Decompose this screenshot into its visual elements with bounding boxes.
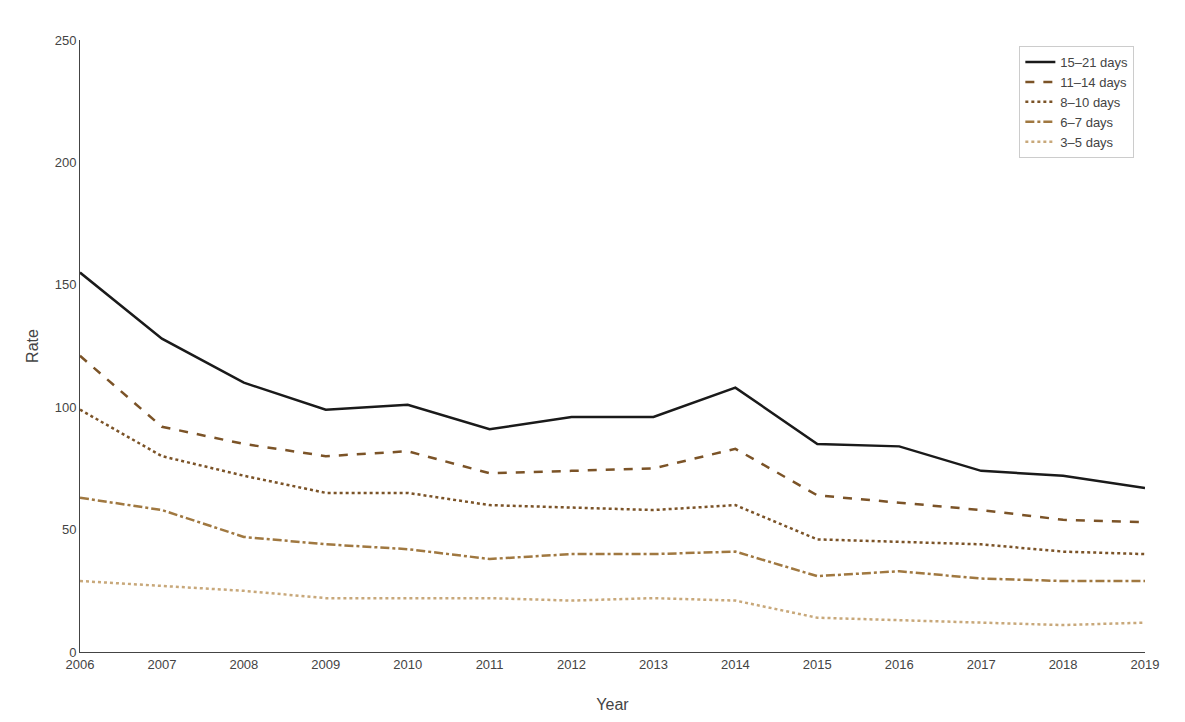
svg-text:8–10 days: 8–10 days bbox=[1060, 95, 1120, 110]
svg-text:2008: 2008 bbox=[229, 657, 258, 672]
svg-text:Year: Year bbox=[596, 696, 629, 713]
svg-text:2013: 2013 bbox=[639, 657, 668, 672]
svg-text:0: 0 bbox=[69, 645, 76, 660]
svg-text:2018: 2018 bbox=[1049, 657, 1078, 672]
svg-text:2016: 2016 bbox=[885, 657, 914, 672]
svg-text:2014: 2014 bbox=[721, 657, 750, 672]
svg-text:250: 250 bbox=[55, 33, 77, 48]
svg-text:2006: 2006 bbox=[66, 657, 95, 672]
svg-text:100: 100 bbox=[55, 400, 77, 415]
svg-text:200: 200 bbox=[55, 155, 77, 170]
svg-text:2010: 2010 bbox=[393, 657, 422, 672]
svg-text:2012: 2012 bbox=[557, 657, 586, 672]
svg-text:50: 50 bbox=[62, 522, 76, 537]
svg-text:15–21 days: 15–21 days bbox=[1060, 55, 1128, 70]
svg-text:6–7 days: 6–7 days bbox=[1060, 115, 1113, 130]
svg-text:2009: 2009 bbox=[311, 657, 340, 672]
svg-text:3–5 days: 3–5 days bbox=[1060, 135, 1113, 150]
svg-text:150: 150 bbox=[55, 277, 77, 292]
svg-text:2011: 2011 bbox=[476, 657, 504, 672]
svg-text:2019: 2019 bbox=[1131, 657, 1160, 672]
svg-text:2015: 2015 bbox=[803, 657, 832, 672]
svg-text:2007: 2007 bbox=[147, 657, 176, 672]
svg-text:11–14 days: 11–14 days bbox=[1060, 75, 1127, 90]
svg-text:2017: 2017 bbox=[967, 657, 996, 672]
svg-text:Rate: Rate bbox=[24, 329, 41, 363]
